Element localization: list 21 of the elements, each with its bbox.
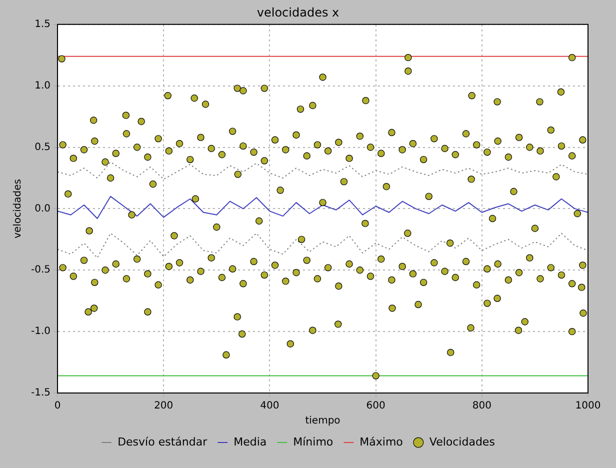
legend-label: Media xyxy=(234,435,267,448)
y-tick-label: -1.0 xyxy=(30,326,51,338)
legend-label: Mínimo xyxy=(293,435,334,448)
x-tick-label: 400 xyxy=(260,400,280,412)
y-tick-label: 1.0 xyxy=(34,80,51,92)
y-axis-title: velocidades xyxy=(12,178,24,238)
y-tick-label: -1.5 xyxy=(30,388,51,399)
x-axis-title: tiempo xyxy=(305,416,340,427)
x-tick-label: 200 xyxy=(154,400,174,412)
y-tick-label: 0.5 xyxy=(34,142,51,153)
legend-label: Desvío estándar xyxy=(118,435,208,448)
x-tick-label: 800 xyxy=(472,400,492,412)
legend-label: Velocidades xyxy=(429,435,496,448)
x-tick-label: 600 xyxy=(366,400,386,412)
x-tick-label: 1000 xyxy=(575,400,601,412)
legend-label: Máximo xyxy=(360,435,404,448)
y-tick-label: -0.5 xyxy=(30,264,51,276)
chart-title: velocidades x xyxy=(256,5,340,20)
y-tick-label: 1.5 xyxy=(34,18,51,30)
x-tick-label: 0 xyxy=(54,400,61,412)
y-tick-label: 0.0 xyxy=(34,203,51,214)
